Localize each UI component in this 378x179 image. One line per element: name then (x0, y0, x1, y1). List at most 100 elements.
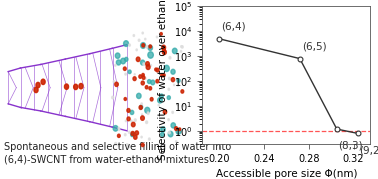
Ellipse shape (145, 86, 148, 89)
Ellipse shape (139, 75, 142, 78)
Y-axis label: Selectivity of water over ethanol: Selectivity of water over ethanol (158, 0, 169, 160)
Ellipse shape (180, 50, 182, 52)
Ellipse shape (136, 49, 137, 51)
Ellipse shape (146, 65, 150, 69)
Ellipse shape (115, 82, 118, 86)
Text: Spontaneous and selective filling of water into
(6,4)-SWCNT from water-ethanol m: Spontaneous and selective filling of wat… (4, 142, 231, 165)
X-axis label: Accessible pore size Φ(nm): Accessible pore size Φ(nm) (215, 169, 357, 179)
Ellipse shape (148, 52, 153, 58)
Ellipse shape (181, 46, 182, 47)
Ellipse shape (168, 131, 170, 134)
Ellipse shape (136, 93, 141, 98)
Ellipse shape (161, 127, 165, 132)
Ellipse shape (179, 128, 181, 130)
Ellipse shape (163, 50, 166, 55)
Ellipse shape (129, 44, 130, 46)
Ellipse shape (130, 110, 134, 115)
Ellipse shape (169, 77, 170, 80)
Ellipse shape (182, 104, 184, 106)
Ellipse shape (142, 32, 143, 34)
Ellipse shape (119, 129, 120, 131)
Ellipse shape (149, 138, 150, 140)
Ellipse shape (182, 105, 184, 107)
Ellipse shape (150, 64, 152, 66)
Ellipse shape (143, 63, 145, 66)
Ellipse shape (145, 38, 146, 40)
Ellipse shape (146, 45, 148, 48)
Ellipse shape (160, 33, 162, 35)
Ellipse shape (125, 57, 128, 61)
Ellipse shape (141, 143, 144, 147)
Ellipse shape (133, 77, 136, 81)
Ellipse shape (174, 84, 175, 86)
Ellipse shape (155, 68, 157, 71)
Ellipse shape (134, 135, 137, 139)
Text: (9,2): (9,2) (359, 145, 378, 155)
Ellipse shape (131, 133, 134, 137)
Ellipse shape (142, 76, 145, 79)
Ellipse shape (160, 94, 163, 98)
Ellipse shape (65, 84, 68, 89)
Ellipse shape (129, 131, 130, 133)
Ellipse shape (175, 141, 177, 142)
Ellipse shape (141, 60, 145, 65)
Ellipse shape (142, 73, 144, 76)
Ellipse shape (116, 60, 121, 65)
Ellipse shape (162, 45, 166, 50)
Ellipse shape (141, 116, 144, 120)
Ellipse shape (163, 74, 165, 77)
Ellipse shape (181, 46, 183, 48)
Ellipse shape (147, 112, 149, 114)
Ellipse shape (171, 123, 175, 128)
Ellipse shape (177, 85, 178, 86)
Ellipse shape (115, 142, 117, 145)
Ellipse shape (181, 90, 184, 93)
Ellipse shape (79, 83, 83, 89)
Ellipse shape (177, 79, 180, 83)
Ellipse shape (172, 48, 177, 54)
Ellipse shape (171, 69, 175, 74)
Ellipse shape (118, 127, 119, 129)
Ellipse shape (112, 96, 114, 99)
Ellipse shape (156, 68, 159, 72)
Ellipse shape (113, 81, 115, 83)
Ellipse shape (118, 134, 120, 137)
Ellipse shape (163, 145, 164, 147)
Ellipse shape (135, 131, 138, 135)
Ellipse shape (34, 87, 38, 93)
Ellipse shape (132, 122, 135, 127)
Ellipse shape (74, 84, 78, 90)
Ellipse shape (169, 57, 171, 59)
Ellipse shape (124, 98, 127, 100)
Ellipse shape (127, 117, 130, 121)
Ellipse shape (145, 77, 146, 79)
Ellipse shape (141, 103, 143, 105)
Ellipse shape (123, 67, 126, 71)
Ellipse shape (163, 49, 165, 52)
Ellipse shape (172, 111, 174, 113)
Ellipse shape (161, 132, 164, 136)
Ellipse shape (168, 88, 170, 90)
Ellipse shape (134, 74, 135, 75)
Ellipse shape (128, 70, 131, 74)
Ellipse shape (133, 35, 135, 37)
Ellipse shape (145, 107, 150, 113)
Ellipse shape (141, 43, 146, 48)
Ellipse shape (142, 44, 145, 47)
Ellipse shape (125, 73, 126, 75)
Text: (6,5): (6,5) (302, 41, 327, 51)
Text: (6,4): (6,4) (221, 21, 246, 31)
Ellipse shape (115, 53, 120, 58)
Ellipse shape (176, 128, 181, 134)
Ellipse shape (139, 106, 142, 110)
Ellipse shape (171, 78, 175, 82)
Ellipse shape (125, 120, 127, 122)
Ellipse shape (156, 79, 159, 83)
Ellipse shape (134, 119, 136, 122)
Ellipse shape (164, 65, 169, 72)
Ellipse shape (146, 62, 149, 66)
Text: (8,3): (8,3) (338, 141, 363, 151)
Ellipse shape (121, 58, 125, 64)
Ellipse shape (149, 87, 152, 90)
Ellipse shape (139, 105, 143, 109)
